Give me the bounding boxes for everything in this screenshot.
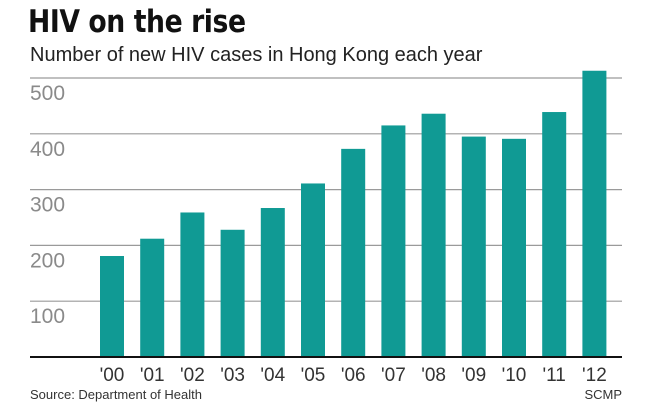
source-note: Source: Department of Health: [30, 387, 202, 402]
chart-title: HIV on the rise: [28, 4, 246, 40]
x-tick-label: '11: [543, 365, 566, 386]
bar: [180, 212, 205, 357]
bar: [341, 148, 366, 357]
x-tick-label: '07: [381, 365, 406, 386]
bar: [542, 112, 567, 358]
x-tick-label: '12: [582, 365, 607, 386]
credit-label: SCMP: [584, 387, 622, 402]
bar: [381, 125, 406, 358]
x-tick-label: '08: [421, 365, 446, 386]
bar: [260, 208, 285, 357]
bar: [502, 138, 526, 357]
x-tick-label: '00: [100, 365, 125, 386]
bar: [421, 113, 446, 357]
x-tick-label: '05: [301, 365, 326, 386]
x-tick-label: '03: [220, 365, 245, 386]
bar: [220, 229, 245, 357]
x-tick-label: '09: [461, 365, 486, 386]
y-tick-label: 300: [30, 194, 65, 217]
chart-subtitle: Number of new HIV cases in Hong Kong eac…: [30, 44, 483, 66]
x-tick-label: '01: [140, 365, 165, 386]
bar: [140, 238, 165, 357]
y-tick-label: 200: [30, 249, 65, 272]
bar: [100, 256, 124, 357]
bar: [461, 136, 486, 357]
bar: [301, 183, 325, 357]
x-tick-label: '02: [180, 365, 205, 386]
y-tick-label: 400: [30, 138, 65, 161]
y-tick-label: 500: [30, 82, 65, 105]
bar: [582, 70, 607, 357]
x-tick-label: '04: [260, 365, 285, 386]
y-tick-label: 100: [30, 305, 65, 328]
x-tick-label: '06: [341, 365, 366, 386]
x-tick-label: '10: [502, 365, 527, 386]
